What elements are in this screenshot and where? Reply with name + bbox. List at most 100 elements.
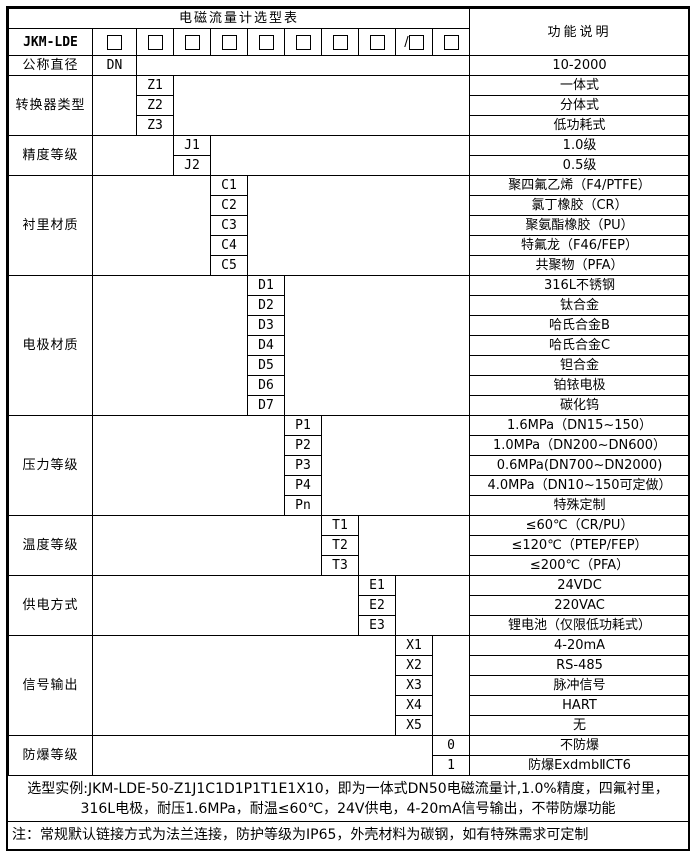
table-row: 信号输出 X1 4-20mA — [8, 635, 691, 736]
gap-cell — [92, 275, 248, 416]
code-cell: C3 — [210, 215, 248, 236]
function-description-cell: 防爆ExdmbⅡCT6 — [469, 755, 691, 776]
code-cell: X4 — [395, 695, 433, 716]
code-box-cell — [92, 28, 137, 56]
table-row: 公称直径 DN 10-2000 — [8, 55, 691, 76]
code-cell: 1 — [431, 755, 471, 776]
table-row: 温度等级 T1 ≤60℃（CR/PU） — [8, 515, 691, 576]
code-box-cell — [210, 28, 248, 56]
function-description-cell: 碳化钨 — [469, 395, 691, 416]
code-cell: T3 — [321, 555, 359, 576]
section-label: 电极材质 — [8, 275, 93, 416]
function-description-cell: RS-485 — [469, 655, 691, 676]
table-row: 衬里材质 C1 聚四氟乙烯（F4/PTFE） — [8, 175, 691, 276]
code-cell: X3 — [395, 675, 433, 696]
code-cell: E1 — [358, 575, 396, 596]
checkbox-icon — [184, 34, 200, 50]
code-cell: P4 — [284, 475, 322, 496]
code-box-cell — [173, 28, 211, 56]
table-row: 电极材质 D1 316L不锈钢 — [8, 275, 691, 416]
code-cell: D5 — [247, 355, 285, 376]
code-cell: D2 — [247, 295, 285, 316]
table-row: C2 氯丁橡胶（CR） — [9, 195, 691, 216]
code-cell: C1 — [210, 175, 248, 196]
function-description-cell: 1.6MPa（DN15~150） — [469, 415, 691, 436]
table-row: X4 HART — [9, 695, 691, 716]
code-cell: DN — [92, 55, 137, 76]
function-description-cell: 一体式 — [469, 75, 691, 96]
table-row: 精度等级 J1 1.0级 — [8, 135, 691, 176]
function-description-cell: ≤200℃（PFA） — [469, 555, 691, 576]
section-label: 供电方式 — [8, 575, 93, 636]
code-cell: D7 — [247, 395, 285, 416]
function-description-cell: 分体式 — [469, 95, 691, 116]
section-label: 精度等级 — [8, 135, 93, 176]
table-row: E3 锂电池（仅限低功耗式） — [9, 615, 691, 636]
code-cell: J1 — [173, 135, 211, 156]
function-description-cell: 脉冲信号 — [469, 675, 691, 696]
code-cell: P3 — [284, 455, 322, 476]
function-description-cell: 220VAC — [469, 595, 691, 616]
code-cell: D1 — [247, 275, 285, 296]
gap-cell — [92, 575, 359, 636]
table-row: 防爆等级 0 不防爆 — [8, 735, 691, 776]
function-description-cell: 氯丁橡胶（CR） — [469, 195, 691, 216]
function-description-cell: 聚氨酯橡胶（PU） — [469, 215, 691, 236]
function-description-cell: 铂铱电极 — [469, 375, 691, 396]
code-cell: 0 — [431, 735, 471, 756]
table-row: 供电方式 E1 24VDC — [8, 575, 691, 636]
function-description-cell: 24VDC — [469, 575, 691, 596]
function-description-cell: 316L不锈钢 — [469, 275, 691, 296]
gap-cell — [209, 135, 471, 176]
table-row: Z2 分体式 — [9, 95, 691, 116]
gap-cell — [172, 75, 471, 136]
function-description-cell: 共聚物（PFA） — [469, 255, 691, 276]
selector-table-body: 电磁流量计选型表 功能说明 JKM-LDE / 公称直径 DN 10-2000 转换器类型 Z1… — [7, 8, 691, 776]
function-description-cell: 聚四氟乙烯（F4/PTFE） — [469, 175, 691, 196]
checkbox-icon — [258, 34, 274, 50]
section-label: 温度等级 — [8, 515, 93, 576]
function-description-cell: 锂电池（仅限低功耗式） — [469, 615, 691, 636]
code-box-cell — [321, 28, 359, 56]
table-row: 1 防爆ExdmbⅡCT6 — [9, 755, 691, 776]
table-row: D6 铂铱电极 — [9, 375, 691, 396]
code-cell: Pn — [284, 495, 322, 516]
code-cell: X1 — [395, 635, 433, 656]
function-description-cell: 哈氏合金C — [469, 335, 691, 356]
table-row: J2 0.5级 — [9, 155, 691, 176]
code-cell: D3 — [247, 315, 285, 336]
function-description-cell: 特氟龙（F46/FEP） — [469, 235, 691, 256]
code-cell: J2 — [173, 155, 211, 176]
table-row: D2 钛合金 — [9, 295, 691, 316]
selector-table: 电磁流量计选型表 功能说明 JKM-LDE / 公称直径 DN 10-2000 转换器类型 Z1… — [7, 8, 691, 776]
code-cell: E2 — [358, 595, 396, 616]
gap-cell — [92, 515, 322, 576]
gap-cell — [431, 635, 471, 736]
checkbox-icon — [408, 34, 424, 50]
gap-cell — [92, 75, 137, 136]
function-description-header: 功能说明 — [469, 8, 691, 56]
section-label: 衬里材质 — [8, 175, 93, 276]
checkbox-icon — [221, 34, 237, 50]
function-description-cell: 特殊定制 — [469, 495, 691, 516]
code-cell: D6 — [247, 375, 285, 396]
code-box-cell — [136, 28, 174, 56]
checkbox-icon — [443, 34, 459, 50]
gap-cell — [92, 415, 285, 516]
table-row: 压力等级 P1 1.6MPa（DN15~150） — [8, 415, 691, 516]
title-row: 电磁流量计选型表 功能说明 — [7, 8, 691, 56]
function-description-cell: 无 — [469, 715, 691, 736]
code-cell: E3 — [358, 615, 396, 636]
code-cell: T1 — [321, 515, 359, 536]
checkbox-icon — [369, 34, 385, 50]
gap-cell — [92, 135, 174, 176]
function-description-cell: 10-2000 — [469, 55, 691, 76]
checkbox-icon — [295, 34, 311, 50]
model-label: JKM-LDE — [8, 28, 93, 56]
checkbox-icon — [107, 34, 122, 50]
gap-cell — [246, 175, 471, 276]
selection-sheet: 电磁流量计选型表 功能说明 JKM-LDE / 公称直径 DN 10-2000 转换器类型 Z1… — [6, 6, 691, 851]
function-description-cell: 4-20mA — [469, 635, 691, 656]
code-box-cell — [431, 28, 471, 56]
table-title: 电磁流量计选型表 — [7, 8, 471, 29]
